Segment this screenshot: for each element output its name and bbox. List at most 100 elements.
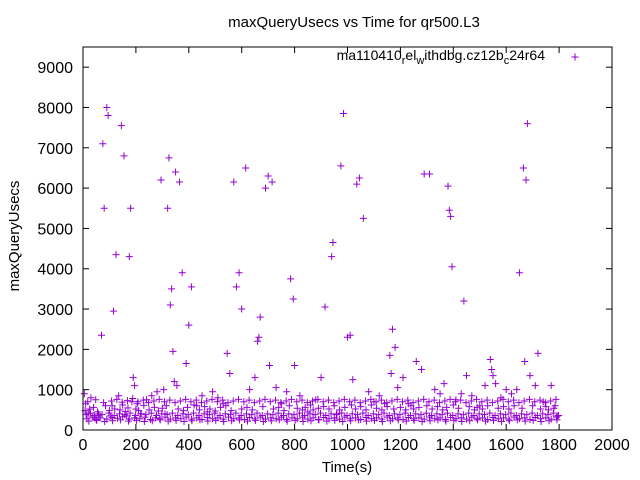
data-point [251,415,259,423]
data-point [309,397,317,405]
data-point [321,303,329,311]
data-point [431,386,439,394]
data-point [488,366,496,374]
data-point [258,411,266,419]
data-point [467,397,475,405]
data-point [373,404,381,412]
data-point [187,415,195,423]
data-point [496,410,504,418]
data-point [203,397,211,405]
data-point [301,411,309,419]
data-point [187,398,195,406]
x-tick-label: 1800 [541,437,577,454]
data-point [162,402,170,410]
data-point [423,402,431,410]
data-point [275,416,283,424]
data-point [441,416,449,424]
data-point [195,411,203,419]
legend-label: ma110410relwithdbg.cz12bc24r64 [337,47,546,67]
data-point [304,415,312,423]
data-point [180,407,188,415]
data-point [309,406,317,414]
data-point [369,410,377,418]
data-point [505,405,513,413]
data-point [529,416,537,424]
data-point [449,411,457,419]
data-point [92,416,100,424]
data-point [132,416,140,424]
data-point [468,392,476,400]
data-point [359,409,367,417]
data-point [552,395,560,403]
data-point [364,411,372,419]
data-point [399,374,407,382]
data-point [324,396,332,404]
data-point [347,401,355,409]
data-point [314,395,322,403]
data-point [434,416,442,424]
data-point [256,313,264,321]
data-point [375,392,383,400]
data-point [129,395,137,403]
data-point [219,396,227,404]
data-point [388,325,396,333]
data-point [259,403,267,411]
data-point [137,410,145,418]
data-point [156,415,164,423]
data-point [486,355,494,363]
data-point [372,398,380,406]
data-point [418,418,426,426]
data-point [547,397,555,405]
data-point [93,416,101,424]
data-point [256,397,264,405]
data-point [443,403,451,411]
data-point [396,403,404,411]
data-point [463,372,471,380]
data-point [245,396,253,404]
data-point [158,404,166,412]
data-point [283,417,291,425]
data-point [160,386,168,394]
data-point [101,418,109,426]
data-point [430,396,438,404]
data-point [481,411,489,419]
data-point [367,395,375,403]
data-point [248,406,256,414]
data-point [549,409,557,417]
data-point [272,384,280,392]
data-point [385,411,393,419]
data-point [465,409,473,417]
x-tick-label: 400 [175,437,202,454]
data-point [266,398,274,406]
data-point [359,214,367,222]
data-point [156,416,164,424]
data-point [190,409,198,417]
data-point [502,411,510,419]
data-point [531,398,539,406]
data-point [375,411,383,419]
data-point [100,204,108,212]
data-point [317,409,325,417]
data-point [116,410,124,418]
data-point [426,417,434,425]
data-point [228,417,236,425]
data-point [473,395,481,403]
data-point [507,390,515,398]
data-point [433,403,441,411]
data-point [473,403,481,411]
plot-frame [82,46,613,431]
data-point [529,402,537,410]
data-point [315,416,323,424]
data-point [264,172,272,180]
data-point [235,395,243,403]
data-point [443,409,451,417]
data-point [335,397,343,405]
data-point [274,409,282,417]
data-point [296,392,304,400]
data-point [227,411,235,419]
data-point [362,406,370,414]
data-point [510,402,518,410]
data-point [502,386,510,394]
data-point [422,409,430,417]
